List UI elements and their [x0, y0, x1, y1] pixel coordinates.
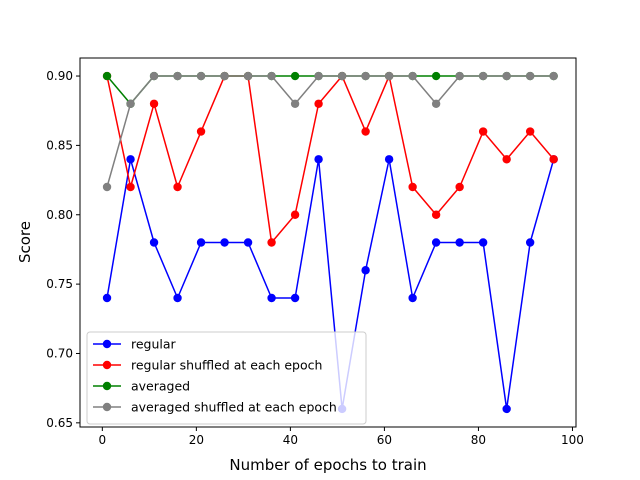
data-point — [290, 99, 300, 108]
data-point — [502, 71, 511, 81]
data-point — [126, 99, 135, 108]
series-3 — [102, 71, 558, 192]
data-point — [408, 293, 417, 303]
data-point — [384, 155, 394, 164]
data-point — [549, 155, 558, 164]
data-point — [173, 71, 182, 81]
data-point — [220, 238, 229, 247]
x-tick-label: 100 — [561, 433, 584, 447]
data-point — [431, 99, 441, 108]
data-point — [267, 293, 276, 303]
data-point — [220, 71, 229, 81]
legend-marker — [102, 339, 112, 349]
x-tick-label: 40 — [283, 433, 298, 447]
data-point — [243, 71, 253, 81]
y-tick-label: 0.75 — [46, 277, 73, 291]
y-tick-label: 0.90 — [46, 69, 73, 83]
data-point — [361, 127, 370, 136]
data-point — [502, 404, 511, 414]
x-axis-title: Number of epochs to train — [229, 456, 426, 474]
data-point — [173, 293, 182, 303]
legend-item: averaged — [93, 379, 190, 394]
legend-label: regular — [131, 337, 177, 352]
data-point — [196, 71, 206, 81]
data-point — [314, 99, 323, 108]
data-point — [525, 71, 535, 81]
legend-item: regular shuffled at each epoch — [93, 358, 322, 373]
legend-item: regular — [93, 337, 177, 352]
data-point — [290, 293, 300, 303]
data-point — [431, 238, 441, 247]
data-point — [337, 71, 347, 81]
data-point — [149, 99, 159, 108]
legend: regular regular shuffled at each epoch ave… — [86, 331, 367, 425]
data-point — [455, 71, 464, 81]
y-axis-ticks: 0.65 0.70 0.75 0.80 0.85 0.90 — [46, 69, 80, 430]
data-point — [314, 155, 323, 164]
data-point — [290, 210, 300, 219]
y-tick-label: 0.65 — [46, 416, 73, 430]
x-tick-label: 20 — [189, 433, 204, 447]
legend-marker — [102, 402, 112, 412]
y-tick-label: 0.70 — [46, 346, 73, 360]
data-point — [502, 155, 511, 164]
data-point — [525, 238, 535, 247]
data-point — [549, 71, 558, 81]
legend-box — [86, 331, 367, 425]
data-point — [126, 182, 135, 192]
x-tick-label: 0 — [99, 433, 107, 447]
data-point — [196, 127, 206, 136]
data-point — [126, 155, 135, 164]
data-point — [102, 182, 112, 192]
data-point — [149, 238, 159, 247]
data-point — [478, 71, 488, 81]
legend-marker — [102, 381, 112, 391]
legend-item: averaged shuffled at each epoch — [93, 400, 337, 415]
data-point — [455, 238, 464, 247]
y-tick-label: 0.85 — [46, 138, 73, 152]
data-point — [102, 293, 112, 303]
data-point — [361, 71, 370, 81]
series-line — [106, 75, 555, 244]
legend-label: regular shuffled at each epoch — [131, 358, 322, 373]
x-tick-label: 60 — [377, 433, 392, 447]
data-point — [455, 182, 464, 192]
data-point — [267, 71, 276, 81]
x-tick-label: 80 — [471, 433, 486, 447]
data-point — [478, 127, 488, 136]
data-point — [408, 71, 417, 81]
data-point — [408, 182, 417, 192]
series-layer — [102, 71, 558, 414]
y-axis-title: Score — [16, 221, 34, 263]
data-point — [431, 210, 441, 219]
legend-label: averaged shuffled at each epoch — [131, 400, 337, 415]
data-point — [361, 266, 370, 275]
data-point — [525, 127, 535, 136]
data-point — [102, 71, 112, 81]
data-point — [478, 238, 488, 247]
data-point — [384, 71, 394, 81]
series-0 — [102, 155, 558, 414]
data-point — [149, 71, 159, 81]
data-point — [196, 238, 206, 247]
data-point — [243, 238, 253, 247]
data-point — [173, 182, 182, 192]
legend-label: averaged — [131, 379, 190, 394]
legend-marker — [102, 360, 112, 370]
data-point — [314, 71, 323, 81]
plot-frame — [79, 57, 577, 428]
data-point — [267, 238, 276, 247]
y-tick-label: 0.80 — [46, 208, 73, 222]
data-point — [290, 71, 300, 81]
x-axis-ticks: 0 20 40 60 80 100 — [99, 427, 584, 447]
data-point — [431, 71, 441, 81]
